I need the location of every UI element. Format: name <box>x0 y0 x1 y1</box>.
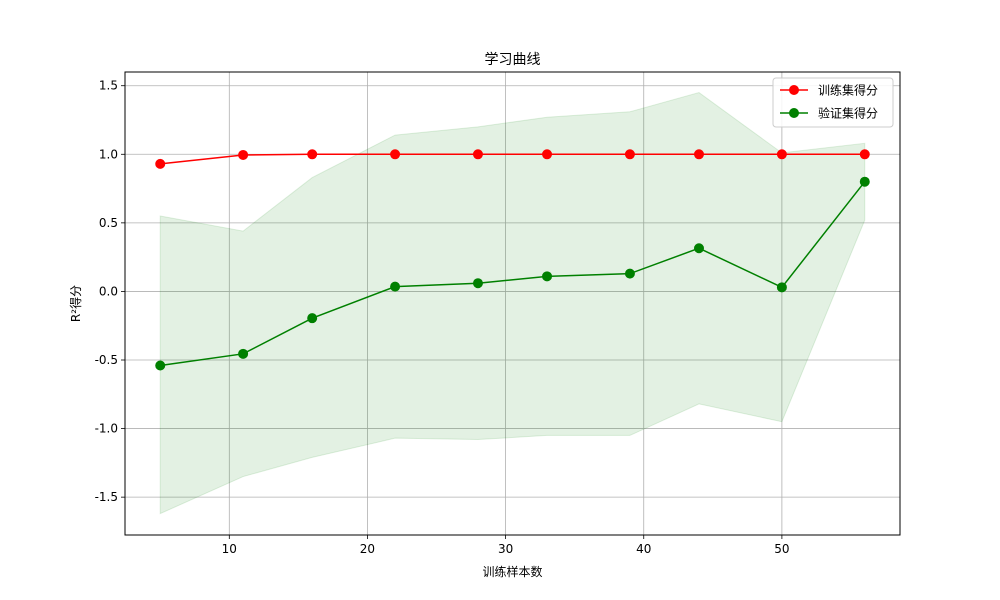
data-point <box>624 149 635 160</box>
series <box>155 149 870 371</box>
confidence-band <box>159 92 866 515</box>
series-line <box>160 153 865 165</box>
y-tick-label: 1.0 <box>99 147 118 161</box>
legend: 训练集得分 验证集得分 <box>772 77 894 128</box>
plot-background <box>125 72 900 535</box>
plot-frame <box>124 71 901 536</box>
data-point <box>307 313 318 324</box>
data-point <box>390 149 401 160</box>
y-axis-label: R²得分 <box>68 285 83 322</box>
data-point <box>155 360 166 371</box>
data-point <box>238 348 249 359</box>
legend-marker-validation <box>789 108 799 118</box>
data-point <box>776 282 787 293</box>
x-tick-label: 10 <box>222 542 237 556</box>
legend-entry-validation: 验证集得分 <box>780 106 878 121</box>
y-tick-label: -1.5 <box>95 490 118 504</box>
plot-area <box>124 71 901 536</box>
data-point <box>542 149 553 160</box>
data-point <box>693 149 704 160</box>
legend-label-training: 训练集得分 <box>818 83 878 98</box>
data-point <box>472 149 483 160</box>
x-tick-label: 50 <box>774 542 789 556</box>
validation-std-band <box>159 92 866 515</box>
legend-marker-training <box>789 85 799 95</box>
data-point <box>307 149 318 160</box>
y-axis: -1.5 -1.0 -0.5 0.0 0.5 1.0 1.5 <box>95 79 125 504</box>
data-point <box>155 158 166 169</box>
y-tick-label: 0.5 <box>99 216 118 230</box>
x-tick-label: 20 <box>360 542 375 556</box>
x-tick-label: 30 <box>498 542 513 556</box>
data-point <box>693 243 704 254</box>
y-tick-label: 0.0 <box>99 284 118 298</box>
series-0 <box>155 149 870 169</box>
data-point <box>624 268 635 279</box>
legend-label-validation: 验证集得分 <box>818 106 878 121</box>
data-point <box>859 149 870 160</box>
chart-title: 学习曲线 <box>485 52 541 68</box>
data-point <box>238 149 249 160</box>
series-line <box>160 181 866 367</box>
y-tick-label: 1.5 <box>99 79 118 93</box>
x-axis-label: 训练样本数 <box>482 564 542 579</box>
data-point <box>776 149 787 160</box>
legend-entry-training: 训练集得分 <box>780 83 878 98</box>
data-point <box>859 176 870 187</box>
series-1 <box>155 176 870 371</box>
data-point <box>390 281 401 292</box>
data-point <box>542 271 553 282</box>
y-tick-label: -1.0 <box>95 422 118 436</box>
x-axis: 10 20 30 40 50 <box>222 535 790 556</box>
y-tick-label: -0.5 <box>95 353 118 367</box>
data-point <box>472 278 483 289</box>
x-tick-label: 40 <box>636 542 651 556</box>
